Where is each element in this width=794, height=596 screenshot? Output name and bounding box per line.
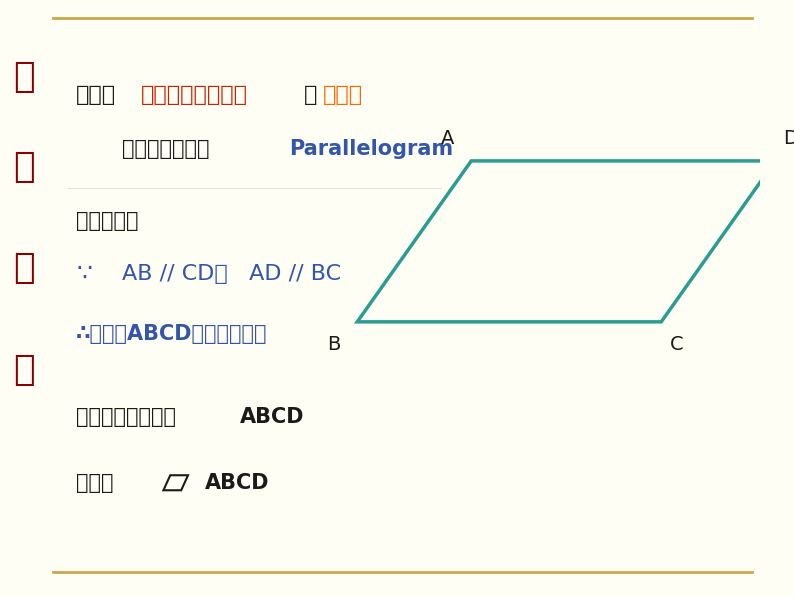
Text: 读作：平行四边形: 读作：平行四边形 (76, 407, 176, 427)
Text: D: D (784, 129, 794, 148)
Text: 记作：: 记作： (76, 473, 114, 493)
Text: C: C (669, 335, 683, 354)
Text: 四边形: 四边形 (323, 85, 363, 105)
Text: 定义：: 定义： (76, 85, 116, 105)
Text: 符号语言：: 符号语言： (76, 210, 138, 231)
Text: B: B (327, 335, 341, 354)
Text: 念: 念 (13, 150, 35, 184)
Text: 定: 定 (13, 251, 35, 285)
Text: 的: 的 (304, 85, 318, 105)
Text: ∵: ∵ (76, 262, 92, 286)
Text: Parallelogram: Parallelogram (289, 139, 453, 159)
Text: ∴四边形ABCD是平行四边形: ∴四边形ABCD是平行四边形 (76, 324, 268, 344)
Text: A: A (441, 129, 454, 148)
Text: ABCD: ABCD (205, 473, 270, 493)
Text: 义: 义 (13, 352, 35, 387)
Text: AB // CD，   AD // BC: AB // CD， AD // BC (121, 264, 341, 284)
Text: 两组对边分别平行: 两组对边分别平行 (141, 85, 248, 105)
Text: ABCD: ABCD (240, 407, 304, 427)
Text: 概: 概 (13, 60, 35, 95)
Text: 叫做平行四边形: 叫做平行四边形 (121, 139, 209, 159)
